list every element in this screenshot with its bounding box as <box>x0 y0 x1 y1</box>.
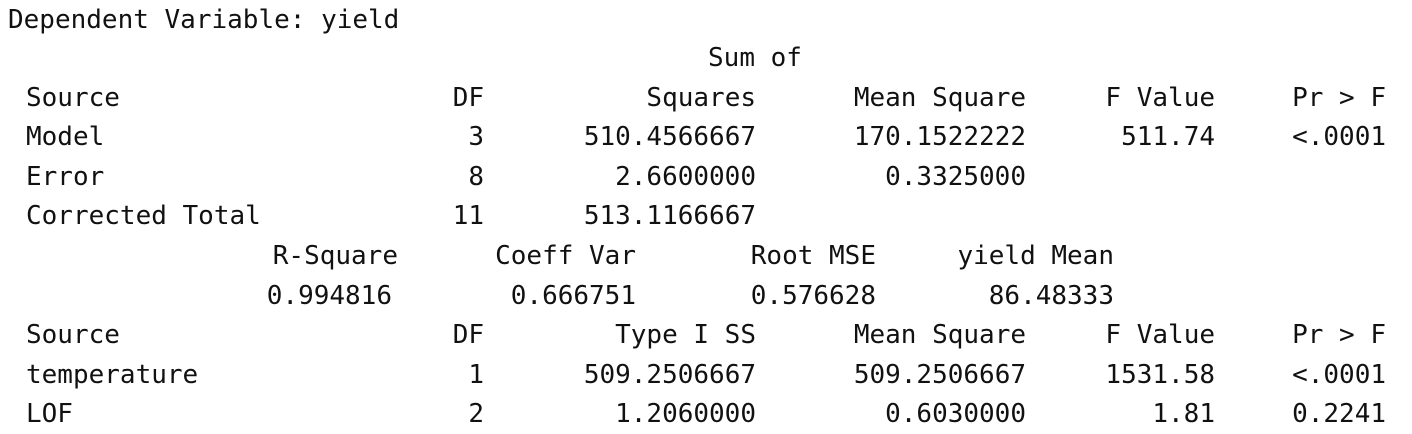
anova-header-source: Source <box>26 83 120 113</box>
type1-row-temperature-ss: 509.2506667 <box>583 360 756 390</box>
type1-header-pr-f: Pr > F <box>1292 320 1386 350</box>
anova-header-squares: Squares <box>646 83 756 113</box>
anova-header-f-value: F Value <box>1105 83 1215 113</box>
type1-header-f-value: F Value <box>1105 320 1215 350</box>
type1-header-mean-square: Mean Square <box>853 320 1026 350</box>
anova-row-model-ss: 510.4566667 <box>583 122 756 152</box>
type1-row-lof-ss: 1.2060000 <box>615 399 756 429</box>
type1-row-temperature-f: 1531.58 <box>1105 360 1215 390</box>
anova-row-total-ss: 513.1166667 <box>583 201 756 231</box>
anova-row-total-df: 11 <box>452 201 484 231</box>
type1-row-lof-f: 1.81 <box>1152 399 1215 429</box>
fit-value-coeff-var: 0.666751 <box>510 281 636 311</box>
anova-row-error-source: Error <box>26 162 105 192</box>
type1-row-lof-source: LOF <box>26 399 73 429</box>
type1-header-ss: Type I SS <box>615 320 756 350</box>
type1-header-df: DF <box>452 320 484 350</box>
anova-row-model-f: 511.74 <box>1121 122 1215 152</box>
type1-row-temperature-df: 1 <box>468 360 484 390</box>
fit-header-yield-mean: yield Mean <box>957 241 1114 271</box>
fit-value-r-square: 0.994816 <box>266 281 392 311</box>
fit-header-r-square: R-Square <box>272 241 398 271</box>
anova-row-model-source: Model <box>26 122 105 152</box>
type1-row-lof-df: 2 <box>468 399 484 429</box>
type1-row-lof-p: 0.2241 <box>1292 399 1386 429</box>
fit-header-root-mse: Root MSE <box>750 241 876 271</box>
anova-row-total-source: Corrected Total <box>26 201 261 231</box>
dependent-variable-title: Dependent Variable: yield <box>8 5 400 35</box>
sum-of-label: Sum of <box>708 43 802 73</box>
fit-value-root-mse: 0.576628 <box>750 281 876 311</box>
type1-row-temperature-p: <.0001 <box>1292 360 1386 390</box>
anova-header-mean-square: Mean Square <box>853 83 1026 113</box>
anova-row-error-ms: 0.3325000 <box>885 162 1026 192</box>
type1-header-source: Source <box>26 320 120 350</box>
anova-row-error-df: 8 <box>468 162 484 192</box>
fit-header-coeff-var: Coeff Var <box>495 241 636 271</box>
fit-value-yield-mean: 86.48333 <box>988 281 1114 311</box>
type1-row-temperature-source: temperature <box>26 360 199 390</box>
anova-row-error-ss: 2.6600000 <box>615 162 756 192</box>
anova-row-model-p: <.0001 <box>1292 122 1386 152</box>
type1-row-lof-ms: 0.6030000 <box>885 399 1026 429</box>
type1-row-temperature-ms: 509.2506667 <box>853 360 1026 390</box>
anova-header-pr-f: Pr > F <box>1292 83 1386 113</box>
anova-header-df: DF <box>452 83 484 113</box>
anova-row-model-ms: 170.1522222 <box>853 122 1026 152</box>
anova-row-model-df: 3 <box>468 122 484 152</box>
